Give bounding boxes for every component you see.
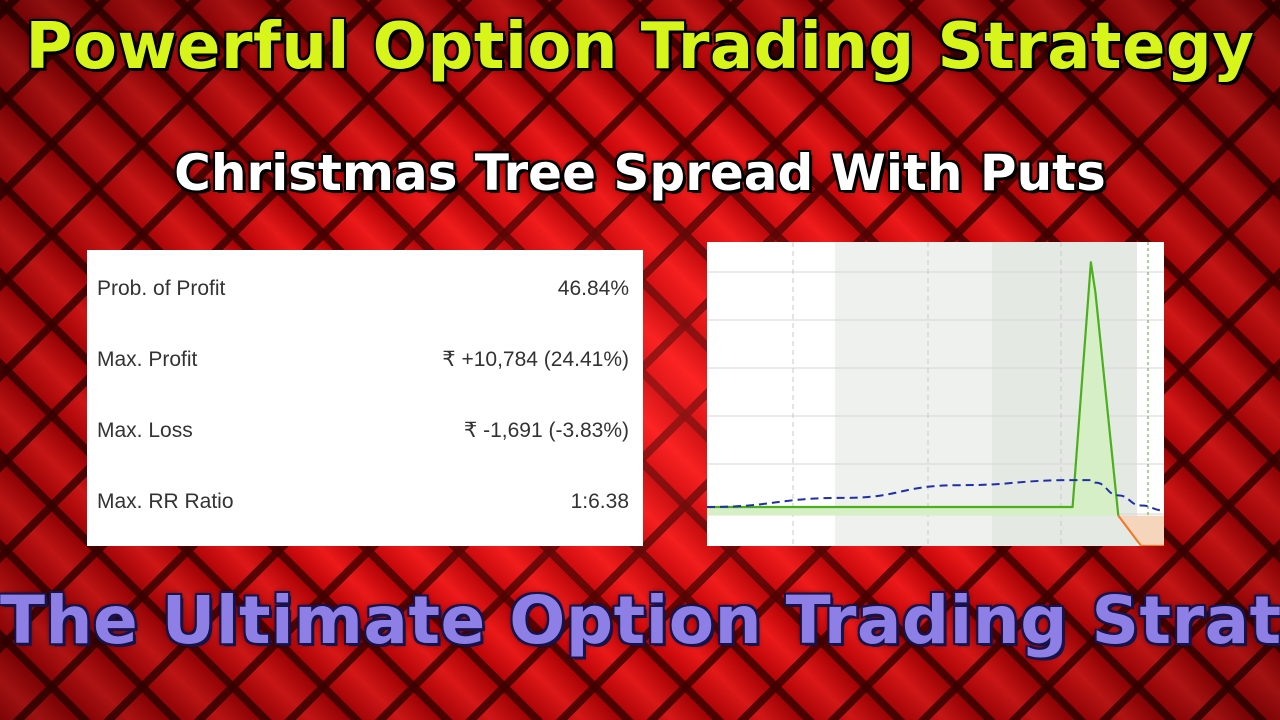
- stat-label: Prob. of Profit: [97, 276, 226, 300]
- payoff-chart: [707, 242, 1164, 546]
- stat-row-prob-profit: Prob. of Profit 46.84%: [97, 253, 629, 324]
- strategy-stats-panel: Prob. of Profit 46.84% Max. Profit ₹ +10…: [87, 250, 643, 546]
- payoff-chart-svg: [707, 242, 1164, 546]
- expiry-payoff-line: [707, 261, 1120, 516]
- stat-value: 1:6.38: [570, 489, 629, 513]
- stat-label: Max. Profit: [97, 347, 198, 371]
- profit-area: [707, 262, 1119, 516]
- stat-label: Max. Loss: [97, 418, 193, 442]
- target-day-line: [707, 479, 1164, 512]
- stat-value: ₹ +10,784 (24.41%): [442, 348, 629, 371]
- stat-row-rr-ratio: Max. RR Ratio 1:6.38: [97, 466, 629, 537]
- stat-row-max-profit: Max. Profit ₹ +10,784 (24.41%): [97, 324, 629, 395]
- stat-value: 46.84%: [557, 276, 629, 300]
- expiry-loss-line: [1117, 514, 1164, 546]
- range-band: [835, 242, 992, 546]
- headline-top: Powerful Option Trading Strategy: [25, 10, 1255, 84]
- stat-row-max-loss: Max. Loss ₹ -1,691 (-3.83%): [97, 395, 629, 466]
- headline-bottom: The Ultimate Option Trading Strategy: [0, 582, 1280, 659]
- loss-area: [1118, 515, 1164, 546]
- stat-value: ₹ -1,691 (-3.83%): [463, 419, 629, 442]
- headline-middle: Christmas Tree Spread With Puts: [174, 144, 1106, 202]
- stat-label: Max. RR Ratio: [97, 489, 234, 513]
